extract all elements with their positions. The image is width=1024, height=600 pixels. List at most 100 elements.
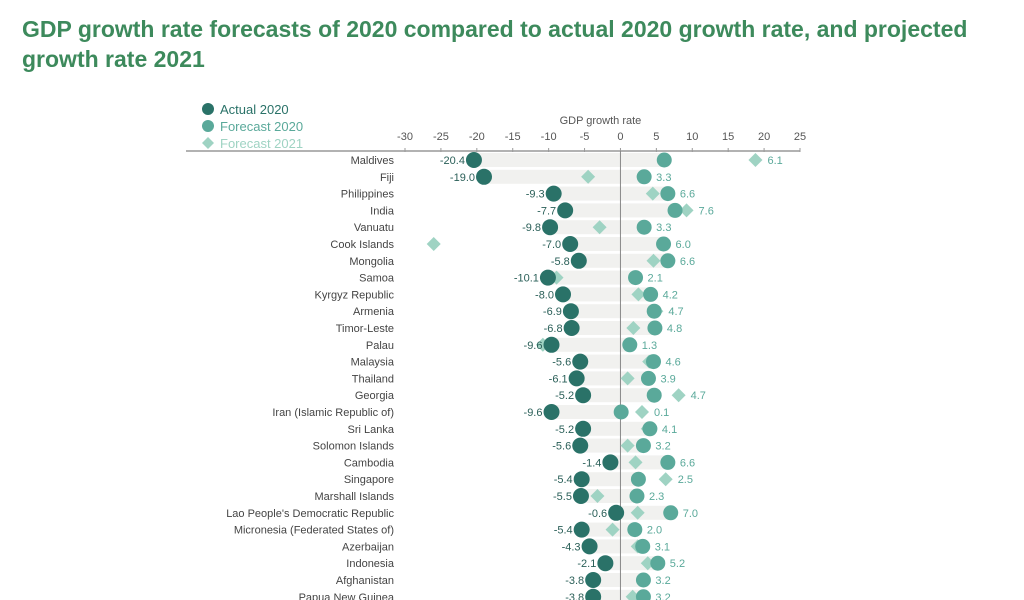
actual-2020-point bbox=[572, 353, 589, 370]
forecast-2020-point bbox=[663, 505, 679, 521]
actual-2020-point bbox=[543, 404, 560, 420]
category-label: Sri Lanka bbox=[348, 424, 395, 436]
actual-2020-point bbox=[597, 555, 614, 572]
actual-2020-label: -9.6 bbox=[524, 407, 543, 419]
forecast-2020-point bbox=[629, 488, 645, 504]
forecast-2021-point bbox=[426, 237, 441, 251]
forecast-2020-label: 2.5 bbox=[678, 474, 693, 486]
category-label: Cambodia bbox=[344, 457, 395, 469]
forecast-2021-point bbox=[671, 388, 686, 403]
actual-2020-label: -5.4 bbox=[554, 474, 573, 486]
category-label: Afghanistan bbox=[336, 575, 394, 587]
category-label: Maldives bbox=[351, 155, 395, 167]
forecast-2020-label: 5.2 bbox=[670, 558, 685, 570]
category-label: Mongolia bbox=[349, 256, 395, 268]
actual-2020-point bbox=[581, 538, 598, 555]
x-tick-label: 25 bbox=[794, 131, 806, 143]
forecast-2020-label: 3.2 bbox=[655, 575, 670, 587]
actual-2020-point bbox=[572, 488, 589, 504]
forecast-2021-point bbox=[635, 405, 649, 419]
forecast-2020-label: 3.1 bbox=[655, 541, 670, 553]
range-band bbox=[553, 186, 668, 201]
forecast-2020-point bbox=[636, 169, 652, 185]
actual-2020-label: -9.3 bbox=[526, 189, 545, 201]
actual-2020-point bbox=[572, 437, 589, 454]
forecast-2020-label: 6.6 bbox=[680, 457, 695, 469]
forecast-2021-point bbox=[658, 472, 673, 487]
forecast-2020-label: 2.0 bbox=[647, 525, 662, 537]
forecast-2020-label: 4.6 bbox=[665, 357, 680, 369]
x-tick-label: -20 bbox=[469, 131, 485, 143]
category-label: Thailand bbox=[352, 373, 394, 385]
range-band bbox=[551, 405, 622, 419]
forecast-2020-point bbox=[613, 404, 629, 420]
forecast-2021-point bbox=[645, 186, 660, 201]
actual-2020-point bbox=[602, 454, 619, 471]
actual-2020-label: -9.8 bbox=[522, 222, 541, 234]
forecast-2020-label: 6.1 bbox=[767, 155, 782, 167]
chart-title: GDP growth rate forecasts of 2020 compar… bbox=[22, 16, 968, 72]
category-label: Georgia bbox=[355, 390, 395, 402]
forecast-2020-label: 1.3 bbox=[642, 340, 657, 352]
forecast-2020-point bbox=[627, 522, 643, 538]
x-tick-label: -15 bbox=[505, 131, 521, 143]
forecast-2020-point bbox=[640, 370, 656, 386]
forecast-2021-point bbox=[590, 489, 605, 503]
range-band bbox=[547, 270, 636, 285]
forecast-2020-point bbox=[650, 555, 666, 571]
category-label: Lao People's Democratic Republic bbox=[226, 508, 394, 520]
actual-2020-point bbox=[476, 168, 492, 185]
category-label: Palau bbox=[366, 340, 394, 352]
x-tick-label: -5 bbox=[580, 131, 590, 143]
actual-2020-label: -6.9 bbox=[543, 306, 562, 318]
range-band bbox=[593, 589, 644, 600]
forecast-2021-point bbox=[646, 253, 661, 268]
actual-2020-point bbox=[573, 521, 590, 538]
actual-2020-point bbox=[562, 303, 579, 320]
range-band bbox=[570, 237, 664, 251]
actual-2020-label: -6.1 bbox=[549, 373, 568, 385]
actual-2020-point bbox=[585, 572, 602, 588]
category-label: Kyrgyz Republic bbox=[315, 289, 395, 301]
legend-forecast-2020-marker bbox=[202, 120, 214, 132]
actual-2020-point bbox=[585, 588, 602, 600]
forecast-2020-label: 3.2 bbox=[655, 592, 670, 600]
range-band bbox=[593, 573, 644, 587]
forecast-2021-point bbox=[631, 287, 646, 302]
forecast-2020-label: 3.9 bbox=[660, 373, 675, 385]
forecast-2020-point bbox=[630, 471, 646, 487]
category-label: Azerbaijan bbox=[342, 541, 394, 553]
actual-2020-point bbox=[465, 152, 482, 168]
forecast-2020-point bbox=[628, 270, 644, 286]
range-band bbox=[576, 371, 649, 386]
actual-2020-point bbox=[539, 269, 556, 286]
forecast-2020-point bbox=[646, 303, 662, 319]
forecast-2020-label: 3.2 bbox=[655, 441, 670, 453]
forecast-2020-point bbox=[656, 236, 672, 252]
actual-2020-point bbox=[542, 219, 559, 236]
legend-label: Forecast 2020 bbox=[220, 119, 303, 134]
forecast-2020-label: 4.7 bbox=[668, 306, 683, 318]
forecast-2020-point bbox=[635, 589, 651, 600]
forecast-2020-label: 3.3 bbox=[656, 222, 671, 234]
category-label: Indonesia bbox=[346, 558, 395, 570]
actual-2020-label: -9.6 bbox=[524, 340, 543, 352]
x-tick-label: -30 bbox=[397, 131, 413, 143]
range-band bbox=[570, 304, 655, 319]
forecast-2020-label: 2.3 bbox=[649, 491, 664, 503]
actual-2020-label: -6.8 bbox=[544, 323, 563, 335]
category-label: Papua New Guinea bbox=[299, 592, 395, 600]
category-label: Vanuatu bbox=[354, 222, 394, 234]
x-tick-label: 5 bbox=[653, 131, 659, 143]
range-band bbox=[583, 421, 650, 436]
actual-2020-label: -10.1 bbox=[514, 273, 539, 285]
forecast-2020-point bbox=[643, 286, 659, 302]
forecast-2020-label: 4.1 bbox=[662, 424, 677, 436]
legend-label: Forecast 2021 bbox=[220, 136, 303, 151]
category-label: Marshall Islands bbox=[315, 491, 395, 503]
forecast-2020-label: 2.1 bbox=[648, 273, 663, 285]
range-band bbox=[551, 337, 630, 352]
actual-2020-label: -7.7 bbox=[537, 205, 556, 217]
actual-2020-label: -8.0 bbox=[535, 289, 554, 301]
